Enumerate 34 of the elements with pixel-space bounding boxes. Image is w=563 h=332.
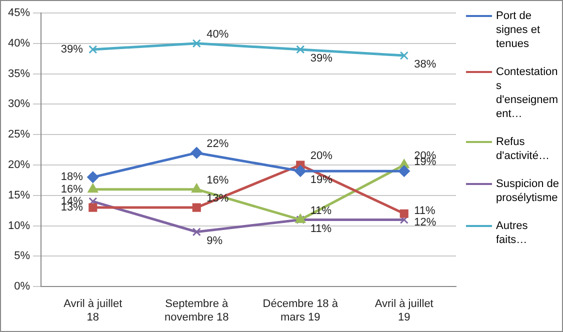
legend-label: Suspicion de prosélytisme — [496, 177, 560, 205]
y-tick-label: 30% — [8, 98, 30, 110]
y-tick-label: 5% — [14, 250, 30, 262]
data-label: 16% — [60, 183, 84, 196]
data-label: 20% — [310, 150, 333, 162]
x-tick-label: Décembre 18 à mars 19 — [262, 298, 339, 324]
y-tick-label: 40% — [8, 37, 30, 50]
data-label: 11% — [414, 204, 436, 217]
data-label: 22% — [206, 138, 229, 150]
legend-label: Contestations d'enseignement… — [496, 65, 560, 121]
data-label: 9% — [206, 234, 223, 247]
data-label: 38% — [414, 58, 436, 71]
x-tick-label: Avril à juillet 19 — [374, 298, 434, 324]
x-tick-label: Septembre à novembre 18 — [164, 298, 230, 324]
data-label: 12% — [414, 216, 436, 229]
data-label: 16% — [206, 174, 229, 186]
data-label: 18% — [60, 171, 84, 184]
data-label: 13% — [60, 202, 84, 214]
legend-label: Refus d'activité… — [496, 135, 550, 163]
y-tick-label: 45% — [8, 7, 30, 20]
legend-label: Autres faits… — [496, 219, 529, 247]
data-label: 39% — [310, 52, 333, 65]
data-label: 19% — [310, 174, 333, 186]
data-label: 40% — [206, 28, 229, 40]
y-tick-label: 15% — [8, 189, 30, 202]
y-tick-label: 20% — [8, 159, 30, 172]
data-label: 39% — [60, 44, 84, 56]
y-tick-label: 25% — [8, 128, 30, 141]
x-tick-label: Avril à juillet 18 — [64, 298, 122, 324]
y-tick-label: 35% — [8, 68, 30, 80]
legend-label: Port de signes et tenues — [496, 9, 542, 51]
data-label: 11% — [310, 222, 332, 235]
y-tick-label: 10% — [8, 220, 30, 232]
y-tick-label: 0% — [14, 280, 30, 293]
